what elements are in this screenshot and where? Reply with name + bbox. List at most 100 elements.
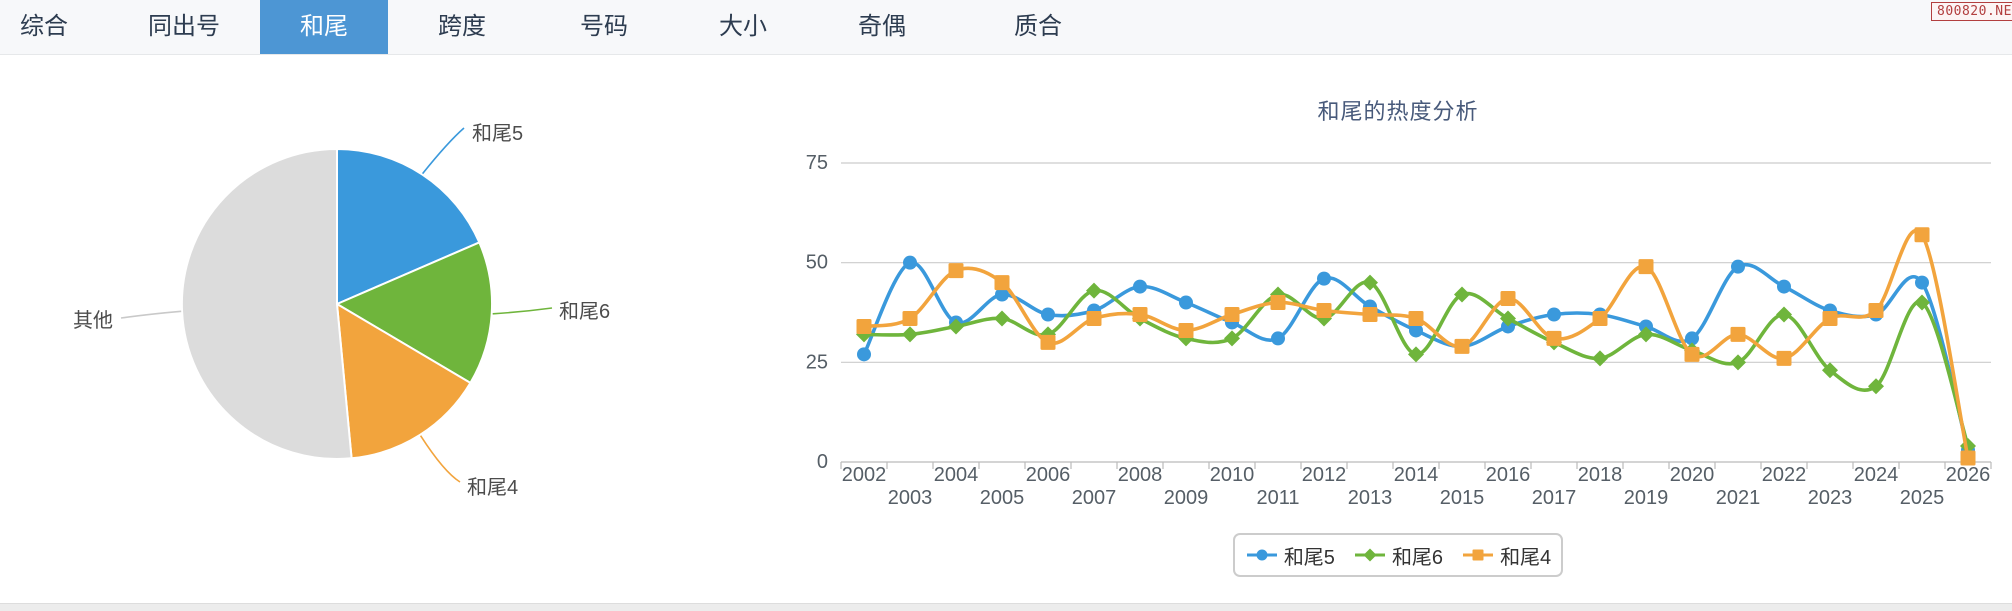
- data-point-circle: [995, 287, 1009, 302]
- x-axis-year-label: 2005: [980, 487, 1025, 509]
- data-point-square: [1868, 303, 1884, 319]
- data-point-diamond: [1408, 346, 1424, 363]
- data-point-circle: [857, 347, 871, 362]
- pie-slice: [335, 302, 472, 460]
- legend-square-marker-icon: [1463, 549, 1494, 561]
- data-point-square: [856, 318, 872, 334]
- legend-label: 和尾5: [1283, 546, 1335, 569]
- data-point-square: [1546, 330, 1562, 346]
- data-point-square: [1822, 310, 1838, 326]
- tab-hewei-active[interactable]: 和尾: [260, 0, 388, 54]
- legend-item-hewei6[interactable]: 和尾6: [1353, 541, 1443, 570]
- y-axis-tick-label: 75: [806, 152, 828, 174]
- data-point-square: [1178, 322, 1194, 338]
- tab-daxiao[interactable]: 大小: [719, 13, 767, 40]
- data-point-diamond: [1822, 362, 1838, 379]
- series-line-和尾6: [862, 280, 1970, 448]
- data-point-diamond: [948, 318, 964, 335]
- data-point-square: [902, 310, 918, 326]
- data-point-square: [1362, 306, 1378, 322]
- data-point-square: [994, 275, 1010, 291]
- line-chart[interactable]: 0255075200220032004200520062007200820092…: [620, 54, 2012, 603]
- legend-label: 和尾4: [1500, 546, 1552, 569]
- x-axis-year-label: 2002: [842, 464, 887, 486]
- bottom-divider-strip: [0, 603, 2012, 611]
- x-axis-year-label: 2003: [888, 487, 933, 509]
- pie-label-leader: [120, 310, 182, 319]
- data-point-circle: [1409, 323, 1423, 338]
- x-axis-year-label: 2023: [1808, 487, 1853, 509]
- data-point-diamond: [1224, 330, 1240, 347]
- x-axis-year-label: 2006: [1026, 464, 1071, 486]
- data-point-square: [1408, 310, 1424, 326]
- legend-diamond-marker-icon: [1354, 548, 1385, 562]
- x-axis-year-label: 2017: [1532, 487, 1577, 509]
- data-point-square: [1270, 295, 1286, 311]
- x-axis-year-label: 2025: [1900, 487, 1945, 509]
- tab-kuadu[interactable]: 跨度: [438, 13, 486, 40]
- data-point-circle: [1685, 331, 1699, 346]
- data-point-square: [1960, 450, 1976, 466]
- chart-legend: 和尾5 和尾6 和尾4: [1233, 533, 1563, 577]
- data-point-diamond: [902, 326, 918, 343]
- series-line-和尾4: [862, 229, 1970, 460]
- data-point-square: [1086, 310, 1102, 326]
- tab-zhihe[interactable]: 质合: [1014, 13, 1062, 40]
- line-chart-title: 和尾的热度分析: [1317, 99, 1479, 124]
- x-axis-year-label: 2012: [1302, 464, 1347, 486]
- data-point-circle: [1179, 295, 1193, 310]
- x-axis-year-label: 2014: [1394, 464, 1439, 486]
- x-axis-year-label: 2022: [1762, 464, 1807, 486]
- x-axis-year-label: 2021: [1716, 487, 1761, 509]
- x-axis-year-label: 2026: [1946, 464, 1991, 486]
- data-point-diamond: [994, 310, 1010, 327]
- data-point-diamond: [1638, 326, 1654, 343]
- pie-slice-label: 其他: [73, 309, 113, 332]
- data-point-diamond: [1500, 310, 1516, 327]
- legend-item-hewei4[interactable]: 和尾4: [1461, 541, 1551, 570]
- y-axis-tick-label: 25: [806, 351, 828, 373]
- x-axis-year-label: 2018: [1578, 464, 1623, 486]
- data-point-circle: [1777, 279, 1791, 294]
- legend-item-hewei5[interactable]: 和尾5: [1245, 541, 1335, 570]
- data-point-circle: [1547, 307, 1561, 322]
- x-axis-year-label: 2024: [1854, 464, 1899, 486]
- data-point-diamond: [1592, 350, 1608, 367]
- tab-tongchuhao[interactable]: 同出号: [148, 13, 220, 40]
- y-axis-tick-label: 50: [806, 252, 828, 274]
- data-point-square: [1500, 291, 1516, 307]
- data-point-circle: [1317, 271, 1331, 286]
- data-point-diamond: [1730, 354, 1746, 371]
- data-point-diamond: [1086, 282, 1102, 299]
- pie-chart[interactable]: 和尾5 和尾6 和尾4 其他: [0, 54, 660, 603]
- data-point-square: [1040, 334, 1056, 350]
- y-axis-tick-label: 0: [817, 451, 828, 473]
- data-point-circle: [1915, 275, 1929, 290]
- data-point-diamond: [1914, 294, 1930, 311]
- data-point-square: [1776, 350, 1792, 366]
- data-point-square: [1224, 306, 1240, 322]
- x-axis-year-label: 2015: [1440, 487, 1485, 509]
- pie-slice: [334, 241, 493, 385]
- data-point-square: [948, 263, 964, 279]
- data-point-square: [1914, 227, 1930, 243]
- data-point-square: [1638, 259, 1654, 275]
- pie-slice-label: 和尾5: [472, 122, 523, 145]
- data-point-circle: [1041, 307, 1055, 322]
- x-axis-year-label: 2016: [1486, 464, 1531, 486]
- tab-haoma[interactable]: 号码: [580, 13, 628, 40]
- data-point-diamond: [1362, 274, 1378, 291]
- x-axis-year-label: 2020: [1670, 464, 1715, 486]
- pie-slice: [336, 147, 481, 306]
- pie-slice-label: 和尾6: [559, 300, 610, 323]
- legend-label: 和尾6: [1391, 546, 1444, 569]
- data-point-square: [1316, 303, 1332, 319]
- data-point-circle: [1271, 331, 1285, 346]
- line-chart-panel: 和尾的热度分析 0 25 50 75 2002 2003 2004 2005 2006 2007 2…: [620, 54, 2012, 603]
- site-watermark-badge: 800820.NET: [1931, 2, 2012, 21]
- tab-zonghe[interactable]: 综合: [20, 13, 68, 40]
- x-axis-year-label: 2008: [1118, 464, 1163, 486]
- tab-qiou[interactable]: 奇偶: [858, 13, 906, 40]
- data-point-square: [1592, 310, 1608, 326]
